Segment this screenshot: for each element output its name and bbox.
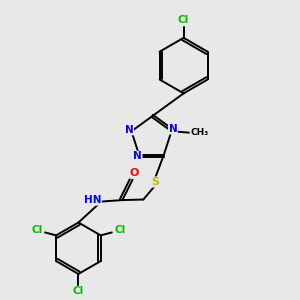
Text: Cl: Cl [31,225,43,235]
Text: CH₃: CH₃ [190,128,208,137]
Text: Cl: Cl [178,15,189,25]
Text: HN: HN [84,195,101,205]
Text: N: N [133,151,142,161]
Text: Cl: Cl [73,286,84,296]
Text: N: N [169,124,177,134]
Text: Cl: Cl [114,225,126,235]
Text: N: N [125,125,134,135]
Text: O: O [130,168,139,178]
Text: S: S [152,177,160,187]
